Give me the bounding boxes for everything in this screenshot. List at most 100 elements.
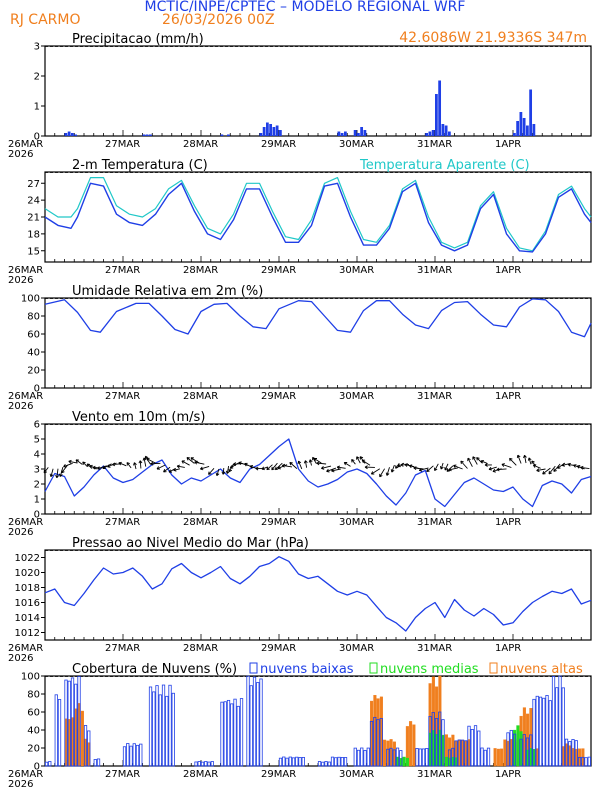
cloud-bar bbox=[503, 739, 507, 767]
wind-arrow bbox=[343, 461, 351, 467]
wind-arrow bbox=[488, 466, 497, 471]
cloud-bar bbox=[412, 724, 416, 767]
precip-bar bbox=[272, 127, 276, 136]
wind-arrow bbox=[238, 461, 249, 466]
wind-arrow bbox=[277, 464, 288, 470]
precip-bar bbox=[74, 134, 78, 136]
cloud-bar bbox=[239, 698, 244, 767]
header-org: MCTIC/INPE/CPTEC – MODELO REGIONAL WRF bbox=[145, 0, 466, 15]
cloud-bar bbox=[405, 757, 409, 767]
wind-speed-line bbox=[44, 438, 592, 508]
wind-arrow bbox=[297, 460, 303, 470]
precip-bar bbox=[513, 133, 516, 136]
cloud-series-0 bbox=[44, 675, 591, 767]
y-tick-label: 6 bbox=[34, 420, 40, 431]
panel-frame bbox=[44, 549, 592, 641]
cloud-bar bbox=[447, 749, 452, 767]
x-day-label: 1APR bbox=[495, 769, 521, 780]
cloud-bar bbox=[96, 758, 101, 767]
cloud-bar bbox=[587, 756, 591, 767]
x-day-label: 30MAR bbox=[339, 265, 374, 276]
precip-bar bbox=[344, 131, 347, 136]
y-axis: 15 18 21 24 27 bbox=[27, 179, 45, 257]
precip-bar bbox=[340, 133, 344, 136]
panel-rh: 0 20 40 60 80 100 26MAR 27MAR 28MAR 29MAR 30MAR 31M… bbox=[8, 284, 592, 412]
cloud-bar bbox=[324, 761, 328, 767]
y-tick-label: 20 bbox=[27, 366, 40, 377]
x-year-label: 2026 bbox=[8, 653, 33, 664]
cloud-bar bbox=[249, 685, 253, 767]
cloud-bar bbox=[220, 701, 224, 767]
cloud-bar bbox=[298, 757, 302, 767]
precip-bar bbox=[428, 131, 432, 136]
precip-bar bbox=[444, 125, 448, 136]
y-tick-label: 18 bbox=[27, 229, 40, 240]
wind-arrow bbox=[150, 461, 161, 466]
cloud-bar bbox=[223, 701, 227, 767]
precip-bar bbox=[448, 131, 451, 136]
panel-frame bbox=[44, 171, 592, 263]
cloud-bar bbox=[334, 757, 338, 767]
y-tick-label: 1022 bbox=[15, 553, 40, 564]
cloud-bar bbox=[386, 748, 390, 767]
cloud-bar bbox=[87, 730, 91, 767]
cloud-bar bbox=[402, 756, 406, 767]
panel-frame bbox=[44, 423, 592, 515]
cloud-bar bbox=[70, 677, 75, 767]
y-axis: 1012 1014 1016 1018 1020 1022 bbox=[15, 553, 45, 639]
wind-arrow bbox=[476, 457, 483, 464]
wind-arrow bbox=[390, 464, 395, 473]
cloud-bar bbox=[373, 716, 377, 767]
cloud-bar bbox=[67, 680, 71, 767]
wind-arrow bbox=[467, 457, 473, 467]
cloud-bar bbox=[57, 699, 62, 767]
x-day-label: 29MAR bbox=[261, 643, 296, 654]
wind-arrow bbox=[208, 468, 215, 475]
y-axis: 0 1 2 3 4 5 6 bbox=[34, 420, 45, 521]
precip-bar bbox=[441, 124, 445, 136]
y-tick-label: 15 bbox=[27, 246, 40, 257]
x-day-label: 31MAR bbox=[417, 643, 452, 654]
cloud-bar bbox=[477, 730, 481, 767]
cloud-bar bbox=[529, 734, 533, 767]
wind-arrow bbox=[199, 465, 210, 471]
wind-arrow bbox=[523, 454, 527, 464]
x-day-label: 27MAR bbox=[105, 643, 140, 654]
panel-title: 2-m Temperatura (C) bbox=[72, 158, 208, 173]
precip-bar bbox=[529, 89, 533, 136]
wind-arrow bbox=[163, 466, 171, 473]
panel-title: Cobertura de Nuvens (%) bbox=[72, 662, 237, 677]
precip-bar bbox=[259, 133, 263, 136]
x-day-label: 27MAR bbox=[105, 769, 140, 780]
x-day-label: 27MAR bbox=[105, 265, 140, 276]
precip-bar bbox=[357, 133, 360, 136]
cloud-bar bbox=[451, 747, 455, 767]
y-tick-label: 60 bbox=[27, 708, 40, 719]
precip-bar bbox=[149, 134, 152, 136]
wind-arrow bbox=[553, 463, 561, 472]
wind-arrow bbox=[194, 460, 205, 465]
y-tick-label: 4 bbox=[34, 450, 40, 461]
wind-arrow bbox=[501, 463, 512, 468]
wind-arrow bbox=[439, 462, 444, 470]
wind-arrow bbox=[146, 457, 156, 464]
x-day-label: 26MAR bbox=[8, 391, 43, 402]
wind-arrow bbox=[460, 460, 468, 469]
cloud-bar bbox=[161, 684, 166, 767]
precip-bar bbox=[269, 124, 273, 136]
cloud-bar bbox=[538, 696, 543, 767]
y-tick-label: 100 bbox=[21, 294, 40, 305]
cloud-bar bbox=[509, 729, 513, 767]
wind-arrow bbox=[271, 462, 278, 471]
cloud-bar bbox=[486, 747, 491, 767]
precip-bar bbox=[431, 130, 435, 136]
wind-arrow bbox=[138, 460, 143, 469]
cloud-bar bbox=[226, 699, 231, 767]
cloud-bar bbox=[376, 719, 380, 767]
wind-arrow bbox=[63, 462, 73, 468]
x-year-label: 2026 bbox=[8, 275, 33, 286]
cloud-bar bbox=[360, 747, 364, 767]
wind-arrow bbox=[126, 462, 132, 469]
cloud-bar bbox=[522, 734, 526, 767]
